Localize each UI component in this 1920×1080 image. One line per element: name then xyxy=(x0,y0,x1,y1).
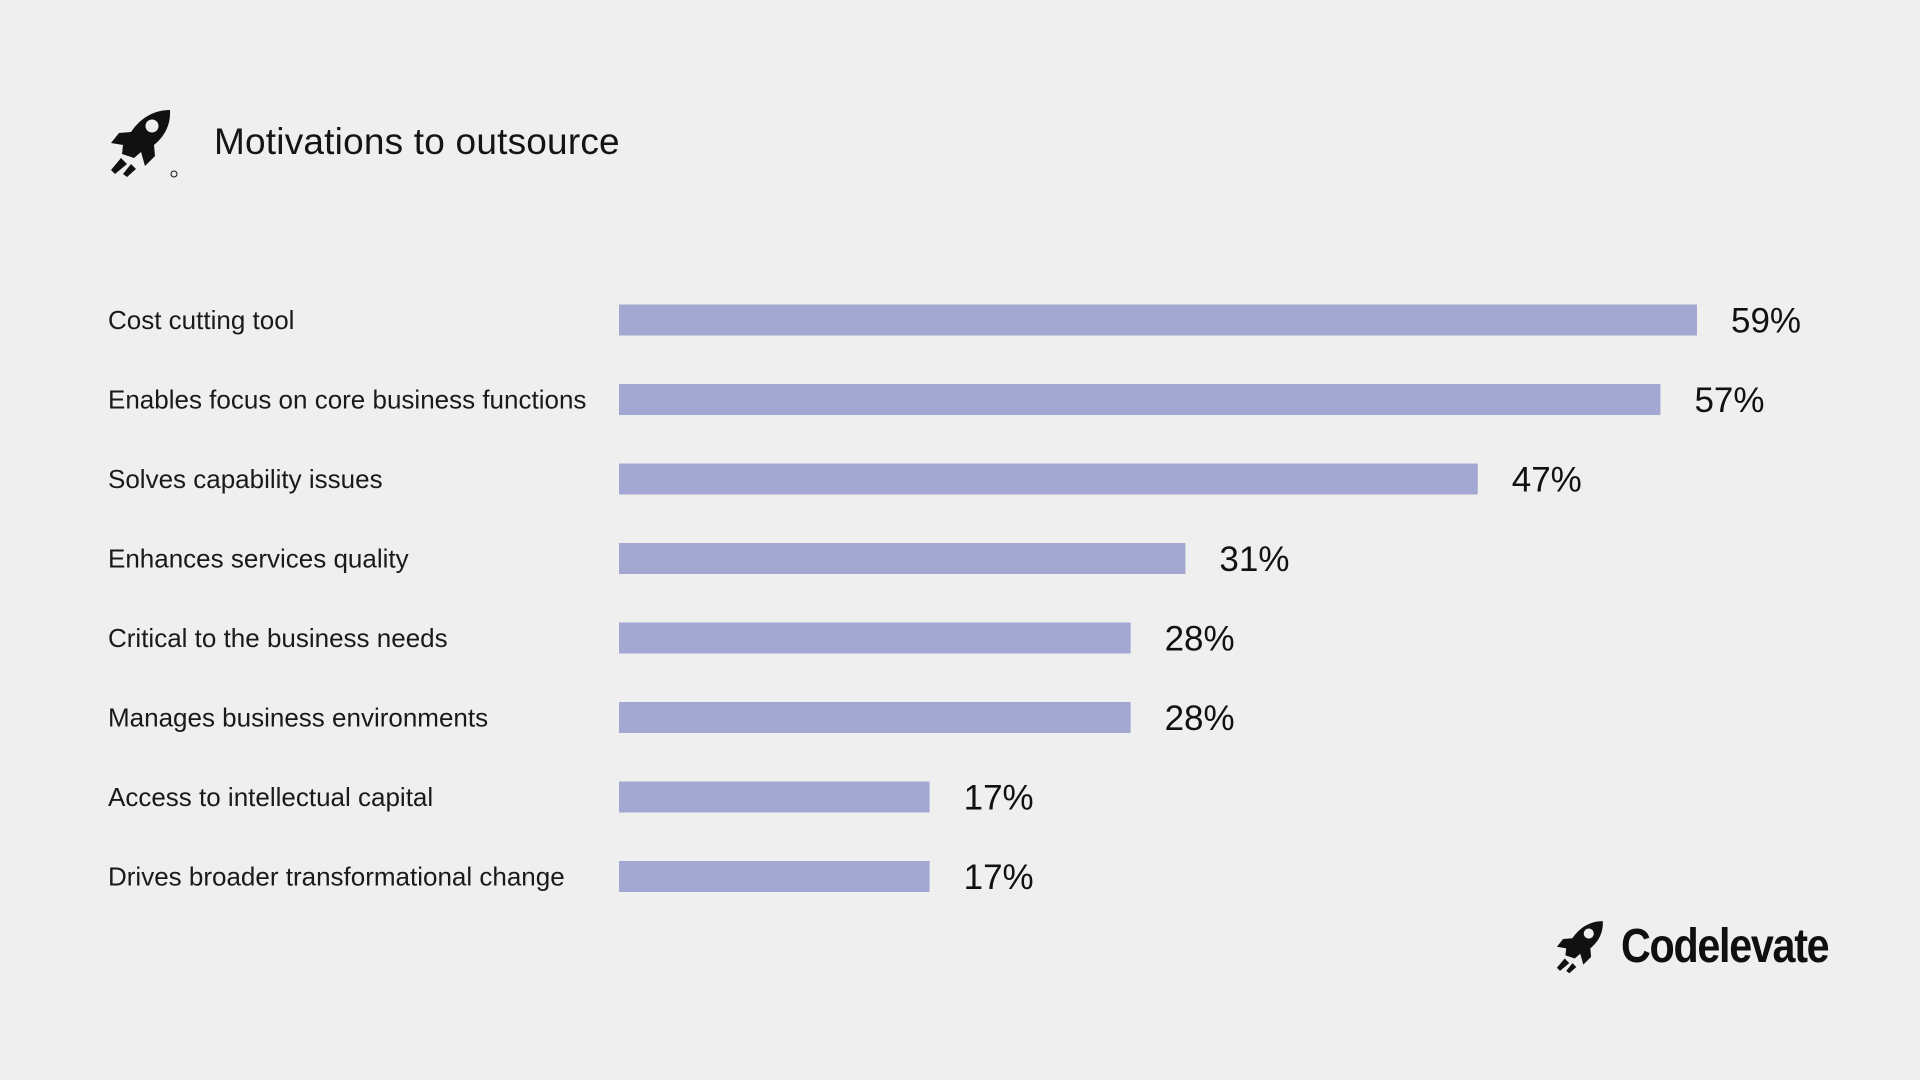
value-label: 59% xyxy=(1731,302,1801,341)
category-label: Enables focus on core business functions xyxy=(108,385,586,415)
brand-mark: Codelevate xyxy=(1553,918,1862,974)
bar xyxy=(619,463,1478,495)
category-label: Cost cutting tool xyxy=(108,305,294,335)
bar xyxy=(619,304,1697,336)
category-label: Manages business environments xyxy=(108,703,488,733)
rocket-logo-icon xyxy=(111,110,178,178)
value-label: 17% xyxy=(964,858,1034,897)
category-label: Solves capability issues xyxy=(108,464,383,494)
value-label: 28% xyxy=(1165,699,1235,738)
bar xyxy=(619,781,930,813)
value-label: 47% xyxy=(1512,461,1582,500)
value-label: 17% xyxy=(964,779,1034,818)
category-label: Access to intellectual capital xyxy=(108,782,433,812)
value-label: 57% xyxy=(1694,381,1764,420)
category-label: Enhances services quality xyxy=(108,544,409,574)
value-label: 28% xyxy=(1165,620,1235,659)
value-label: 31% xyxy=(1219,540,1289,579)
category-label: Drives broader transformational change xyxy=(108,862,565,892)
rocket-logo-icon xyxy=(1556,921,1603,974)
brand-name: Codelevate xyxy=(1621,919,1830,973)
bar xyxy=(619,384,1661,415)
bar xyxy=(619,622,1131,654)
page-header: Motivations to outsource xyxy=(106,106,620,178)
page-title: Motivations to outsource xyxy=(214,121,620,162)
bar xyxy=(619,543,1186,574)
bar xyxy=(619,861,930,892)
bar xyxy=(619,702,1131,733)
category-label: Critical to the business needs xyxy=(108,623,448,653)
